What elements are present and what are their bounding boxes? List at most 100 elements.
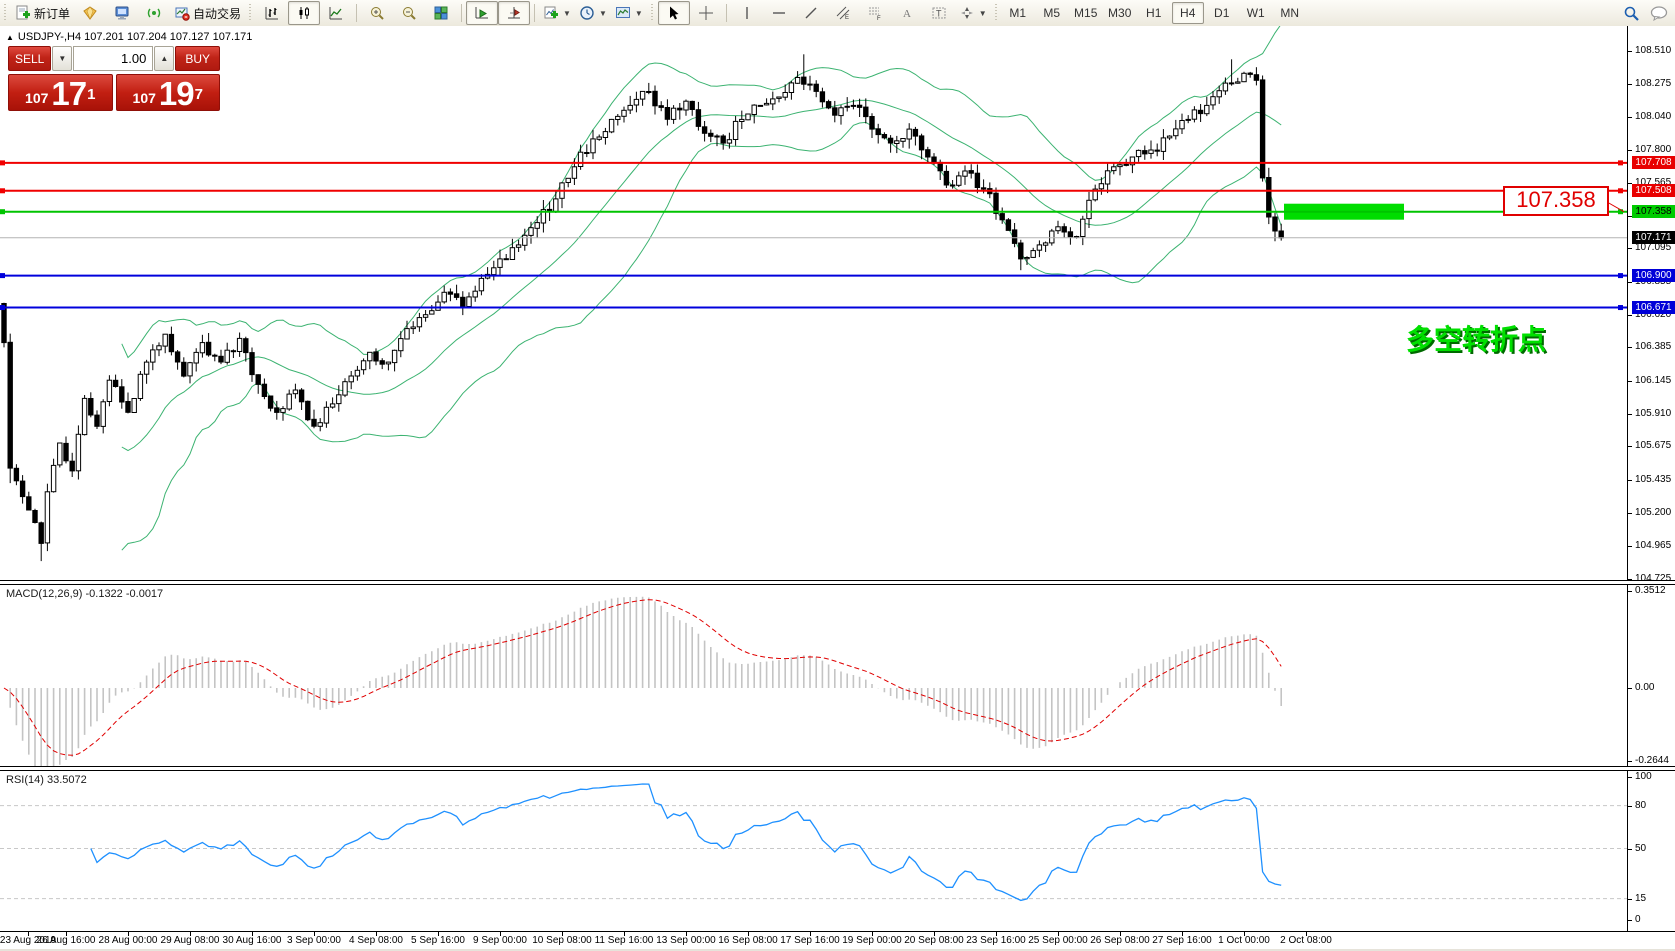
time-axis[interactable]: 23 Aug 2019 26 Aug 16:00 28 Aug 00:00 29 Au…	[0, 931, 1675, 949]
new-order-button[interactable]: 新订单	[11, 1, 74, 25]
axis-price-label-107.171: 107.171	[1632, 231, 1675, 245]
periods-button[interactable]: ▼	[575, 1, 611, 25]
axis-tick-label: 104.725	[1635, 573, 1672, 584]
search-icon[interactable]	[1623, 5, 1640, 22]
axis-tick-mark	[1628, 281, 1632, 283]
axis-tick-label: 108.275	[1635, 77, 1672, 89]
macd-main-value: -0.1322	[85, 588, 123, 600]
add-indicator-button[interactable]: ▼	[539, 1, 575, 25]
toolbar-grip[interactable]	[3, 4, 8, 22]
toolbar-grip[interactable]	[248, 4, 254, 22]
time-tick	[500, 932, 501, 936]
macd-panel-canvas[interactable]	[0, 584, 1627, 767]
bar-chart-button[interactable]	[256, 1, 288, 25]
timeframe-M1[interactable]: M1	[1009, 6, 1027, 20]
axis-tick-label: 0.00	[1635, 682, 1655, 693]
timeframe-H1[interactable]: H1	[1146, 6, 1162, 20]
rsi-panel-canvas[interactable]	[0, 770, 1627, 931]
volume-input[interactable]	[73, 46, 154, 71]
line-chart-button[interactable]	[320, 1, 352, 25]
text-label-button[interactable]: T	[923, 1, 955, 25]
time-tick	[128, 932, 129, 936]
chart-shift-button[interactable]	[498, 1, 531, 25]
timeframe-MN[interactable]: MN	[1280, 6, 1300, 20]
time-label: 17 Sep 16:00	[780, 935, 840, 946]
vertical-line-button[interactable]	[731, 1, 763, 25]
timeframe-M30[interactable]: M30	[1108, 6, 1132, 20]
cursor-icon	[669, 6, 679, 20]
price-callout-label[interactable]: 107.358	[1503, 186, 1609, 216]
timeframe-M5[interactable]: M5	[1043, 6, 1061, 20]
axis-tick-mark	[1628, 248, 1632, 250]
time-tick	[872, 932, 873, 936]
timeframe-M15[interactable]: M15	[1074, 6, 1098, 20]
zoom-out-icon	[403, 7, 416, 20]
cursor-button[interactable]	[657, 1, 690, 25]
zoom-in-button[interactable]	[361, 1, 393, 25]
equidistant-channel-button[interactable]: E	[827, 1, 859, 25]
zoom-out-button[interactable]	[393, 1, 425, 25]
signals-button[interactable]	[138, 1, 170, 25]
horizontal-line-button[interactable]	[763, 1, 795, 25]
axis-tick-label: 80	[1635, 799, 1647, 811]
price-axis[interactable]: 108.510 108.275 108.040 107.800 107.565 107.3…	[1627, 26, 1675, 931]
chat-icon[interactable]	[1650, 5, 1669, 21]
tile-windows-button[interactable]	[425, 1, 457, 25]
sell-price[interactable]: 107 17 1	[8, 74, 113, 111]
crosshair-button[interactable]	[690, 1, 722, 25]
trendline-button[interactable]	[795, 1, 827, 25]
auto-scroll-button[interactable]	[466, 1, 499, 25]
collapse-triangle-icon[interactable]: ▲	[6, 33, 14, 42]
axis-tick-label: 105.910	[1635, 407, 1672, 419]
timeframe-W1[interactable]: W1	[1246, 6, 1265, 20]
volume-decrease-button[interactable]: ▼	[52, 46, 73, 71]
axis-tick-mark	[1628, 413, 1632, 415]
time-label: 13 Sep 00:00	[656, 935, 716, 946]
text-button[interactable]: A	[891, 1, 923, 25]
volume-increase-button[interactable]: ▲	[154, 46, 175, 71]
line-chart-icon	[329, 7, 343, 20]
arrows-button[interactable]: ▼	[955, 1, 991, 25]
axis-tick-mark	[1628, 116, 1632, 118]
time-tick	[562, 932, 563, 936]
time-label: 16 Sep 08:00	[718, 935, 778, 946]
axis-tick-label: 104.965	[1635, 539, 1672, 551]
panel-separator[interactable]	[0, 580, 1675, 585]
bar-chart-icon	[265, 7, 279, 20]
fibonacci-button[interactable]: F	[859, 1, 891, 25]
autotrading-button[interactable]: 自动交易	[170, 1, 245, 25]
axis-tick-mark	[1628, 479, 1632, 481]
buy-button[interactable]: BUY	[175, 46, 220, 71]
terminal-button[interactable]	[106, 1, 138, 25]
templates-button[interactable]: ▼	[611, 1, 647, 25]
buy-price[interactable]: 107 19 7	[115, 74, 220, 111]
chart-title-text: USDJPY-,H4 107.201 107.204 107.127 107.1…	[17, 31, 253, 43]
svg-text:T: T	[936, 9, 942, 19]
candlestick-chart-button[interactable]	[288, 1, 321, 25]
time-label: 3 Sep 00:00	[287, 935, 341, 946]
timeframe-H4[interactable]: H4	[1171, 2, 1204, 24]
macd-signal-value: -0.0017	[125, 588, 164, 600]
time-label: 28 Aug 00:00	[98, 935, 158, 946]
metaeditor-button[interactable]	[74, 1, 106, 25]
axis-tick-mark	[1628, 848, 1632, 850]
panel-separator[interactable]	[0, 766, 1675, 771]
axis-tick-label: 50	[1635, 842, 1647, 854]
toolbar-grip[interactable]	[649, 4, 655, 22]
axis-tick-mark	[1628, 805, 1632, 807]
sell-button[interactable]: SELL	[8, 46, 52, 71]
time-tick	[810, 932, 811, 936]
time-label: 4 Sep 08:00	[349, 935, 403, 946]
crystal-icon	[83, 6, 97, 20]
time-tick	[252, 932, 253, 936]
turning-point-annotation[interactable]: 多空转折点	[1406, 324, 1547, 355]
time-tick	[1306, 932, 1307, 936]
autotrading-icon	[175, 7, 190, 21]
template-icon	[615, 7, 630, 18]
timeframe-D1[interactable]: D1	[1214, 6, 1230, 20]
axis-tick-label: 107.565	[1635, 176, 1672, 188]
main-chart-canvas[interactable]	[0, 26, 1627, 581]
toolbar-grip[interactable]	[993, 4, 999, 22]
time-tick	[28, 932, 29, 936]
axis-tick-mark	[1628, 446, 1632, 448]
